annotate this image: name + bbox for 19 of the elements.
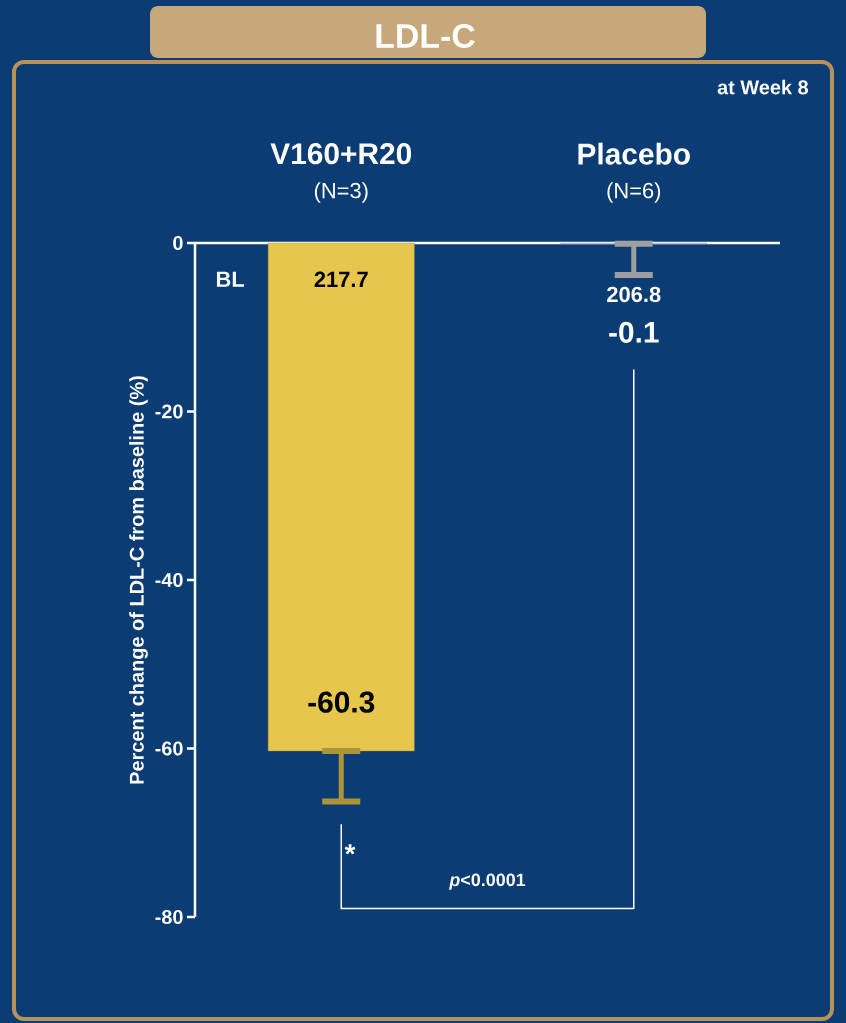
- annotation: p<0.0001: [448, 873, 526, 890]
- y-tick-label: -60: [155, 741, 183, 756]
- data-label: -0.1: [609, 321, 659, 343]
- text: (N=6): [607, 182, 661, 203]
- x-tick-label: V160+R20: [270, 143, 412, 165]
- text: at Week 8: [717, 79, 809, 95]
- y-tick-label: -20: [155, 404, 183, 419]
- y-axis-title: Percent change of LDL-C from baseline (%): [129, 376, 148, 784]
- x-tick-label: Placebo: [578, 142, 690, 165]
- annotation: BL: [216, 271, 245, 287]
- text: (N=3): [314, 182, 368, 203]
- y-tick-label: 0: [173, 235, 183, 251]
- y-tick-label: -80: [155, 909, 183, 925]
- annotation: 206.8: [607, 286, 661, 303]
- data-label: -60.3: [308, 691, 375, 713]
- chart-title: LDL-C: [376, 24, 475, 48]
- annotation: 217.7: [314, 271, 368, 287]
- y-tick-label: -40: [155, 572, 183, 588]
- annotation: *: [344, 844, 356, 855]
